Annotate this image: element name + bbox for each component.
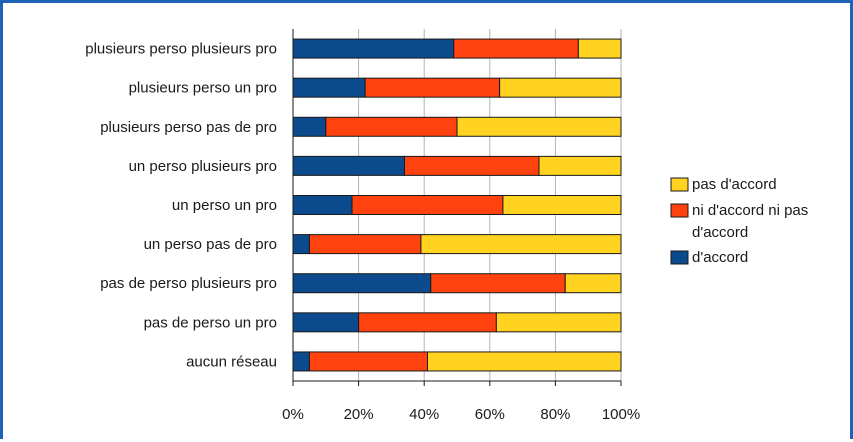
legend-swatch xyxy=(670,203,689,218)
bar-segment xyxy=(495,312,622,333)
category-label: aucun réseau xyxy=(186,353,277,370)
bar-segment xyxy=(430,273,566,294)
x-tick-label: 80% xyxy=(540,406,570,423)
bar-segment xyxy=(292,155,406,176)
category-label: plusieurs perso plusieurs pro xyxy=(85,41,277,58)
bar-segment xyxy=(351,195,504,215)
legend-label: pas d'accord xyxy=(692,176,777,193)
legend: pas d'accord ni d'accord ni pas d'accord d'… xyxy=(670,176,808,266)
bar-segment xyxy=(502,195,622,215)
category-labels: plusieurs perso plusieurs pro plusieurs p… xyxy=(85,41,277,371)
bar-segment xyxy=(308,351,428,372)
bar-segment xyxy=(456,116,622,137)
bar-segment xyxy=(292,116,327,137)
bar-segment xyxy=(308,234,422,255)
bar-segment xyxy=(292,195,353,215)
bar-segment xyxy=(325,116,458,137)
bar-segment xyxy=(292,273,432,294)
bar-segment xyxy=(292,312,360,333)
bar-segment xyxy=(292,38,455,59)
category-label: plusieurs perso un pro xyxy=(129,80,277,97)
axes xyxy=(292,29,622,386)
category-label: un perso plusieurs pro xyxy=(129,158,277,175)
bar-segment xyxy=(292,77,366,98)
bar-segment xyxy=(426,351,622,372)
category-label: plusieurs perso pas de pro xyxy=(100,119,277,136)
bar-segment xyxy=(564,273,622,294)
category-label: pas de perso plusieurs pro xyxy=(100,275,277,292)
category-label: un perso pas de pro xyxy=(144,236,277,253)
bar-segment xyxy=(292,351,310,372)
bar-segment xyxy=(453,38,579,59)
bar-segment xyxy=(364,77,501,98)
category-label: pas de perso un pro xyxy=(144,314,277,331)
x-tick-label: 0% xyxy=(282,406,304,423)
legend-swatch xyxy=(670,250,689,265)
bars xyxy=(292,38,622,372)
x-tick-label: 60% xyxy=(475,406,505,423)
legend-label: d'accord xyxy=(692,224,748,241)
bar-segment xyxy=(358,312,497,333)
legend-label: d'accord xyxy=(692,249,748,266)
bar-segment xyxy=(499,77,622,98)
stacked-bar-chart: plusieurs perso plusieurs pro plusieurs p… xyxy=(85,29,808,423)
bar-segment xyxy=(538,155,622,176)
legend-label: ni d'accord ni pas xyxy=(692,202,808,219)
bar-segment xyxy=(420,234,622,255)
x-tick-label: 40% xyxy=(409,406,439,423)
x-tick-label: 20% xyxy=(344,406,374,423)
category-label: un perso un pro xyxy=(172,197,277,214)
bar-segment xyxy=(292,234,310,255)
legend-swatch xyxy=(670,177,689,192)
x-tick-labels: 0% 20% 40% 60% 80% 100% xyxy=(282,406,640,423)
bar-segment xyxy=(404,155,540,176)
x-tick-label: 100% xyxy=(602,406,640,423)
bar-segment xyxy=(577,38,622,59)
